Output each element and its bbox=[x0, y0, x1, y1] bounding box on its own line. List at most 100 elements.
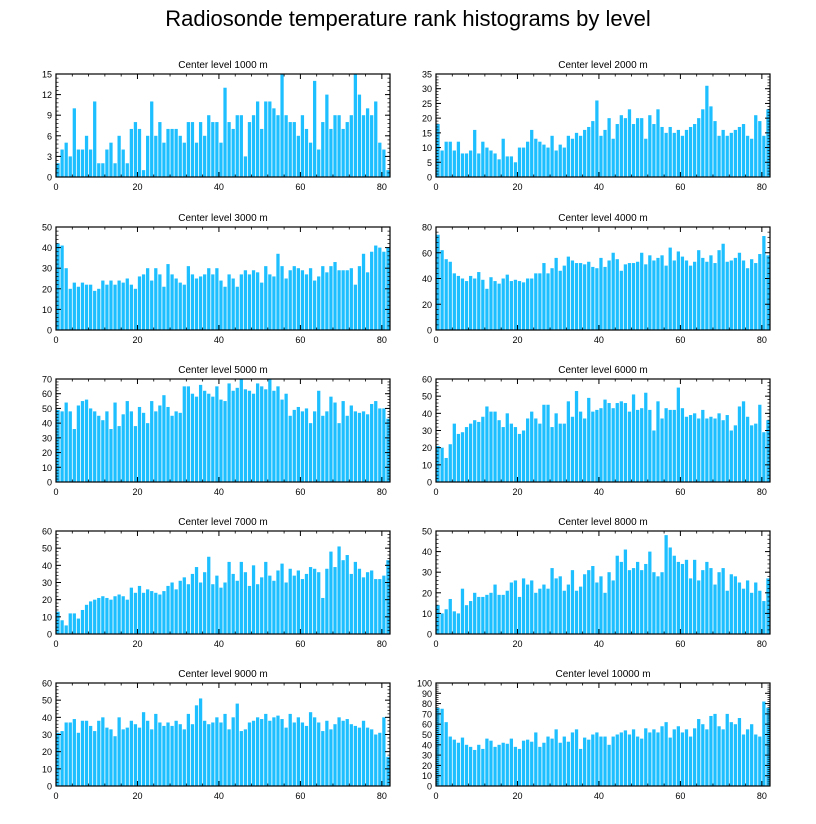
bar bbox=[117, 280, 121, 330]
bar bbox=[300, 411, 305, 482]
bar bbox=[599, 257, 603, 330]
bar bbox=[623, 264, 628, 330]
bar bbox=[456, 433, 461, 482]
bar bbox=[284, 582, 288, 634]
bar bbox=[656, 109, 660, 177]
bar bbox=[485, 147, 489, 177]
bar bbox=[349, 115, 353, 177]
bar bbox=[215, 268, 219, 330]
bar bbox=[741, 124, 746, 177]
bar bbox=[325, 568, 329, 634]
bar bbox=[684, 129, 689, 177]
bar bbox=[308, 712, 313, 786]
y-tick-label: 70 bbox=[42, 375, 52, 385]
bar bbox=[239, 115, 243, 177]
bar bbox=[260, 128, 264, 177]
bar bbox=[481, 141, 485, 177]
bar bbox=[378, 247, 382, 330]
bar bbox=[656, 401, 660, 482]
page-title: Radiosonde temperature rank histograms b… bbox=[165, 6, 651, 31]
bar bbox=[268, 274, 272, 330]
bar bbox=[247, 585, 252, 634]
x-tick-label: 60 bbox=[295, 639, 305, 649]
bar bbox=[570, 138, 575, 177]
x-tick-label: 0 bbox=[433, 791, 438, 801]
bar bbox=[660, 572, 664, 634]
bar bbox=[284, 393, 288, 482]
bar bbox=[676, 129, 680, 177]
bar bbox=[693, 261, 697, 330]
x-tick-label: 40 bbox=[594, 639, 604, 649]
bar bbox=[146, 720, 150, 786]
bar bbox=[631, 568, 636, 634]
bar bbox=[701, 109, 705, 177]
bar bbox=[509, 156, 513, 177]
bar bbox=[158, 594, 162, 634]
bar bbox=[693, 124, 697, 177]
bar bbox=[239, 379, 243, 482]
bar bbox=[684, 729, 689, 786]
bar bbox=[623, 730, 628, 786]
bar bbox=[76, 149, 81, 177]
bar bbox=[84, 284, 89, 330]
bar bbox=[542, 584, 546, 634]
y-tick-label: 40 bbox=[422, 409, 432, 419]
bar bbox=[758, 590, 762, 634]
bar bbox=[260, 577, 264, 634]
bar bbox=[448, 598, 452, 634]
bar bbox=[219, 399, 223, 482]
bar bbox=[701, 724, 705, 786]
bar bbox=[603, 592, 607, 634]
bar bbox=[361, 577, 366, 634]
x-tick-label: 0 bbox=[433, 487, 438, 497]
y-tick-label: 30 bbox=[422, 751, 432, 761]
x-tick-label: 40 bbox=[214, 791, 224, 801]
bar bbox=[623, 118, 628, 177]
bar bbox=[485, 288, 489, 330]
bar bbox=[750, 259, 754, 330]
y-tick-label: 0 bbox=[47, 782, 52, 792]
bar bbox=[464, 281, 469, 330]
bar bbox=[709, 255, 713, 330]
x-tick-label: 40 bbox=[594, 487, 604, 497]
bar bbox=[154, 411, 158, 482]
x-tick-label: 60 bbox=[295, 791, 305, 801]
bar bbox=[251, 565, 256, 634]
bar bbox=[292, 409, 296, 482]
x-tick-label: 0 bbox=[53, 182, 58, 192]
y-tick-label: 15 bbox=[42, 70, 52, 80]
bar bbox=[513, 279, 518, 330]
x-tick-label: 60 bbox=[675, 639, 685, 649]
bar bbox=[317, 722, 321, 786]
bar bbox=[668, 247, 672, 330]
bar bbox=[288, 713, 292, 786]
bar bbox=[227, 729, 231, 786]
bar bbox=[652, 729, 656, 786]
bar bbox=[530, 580, 534, 634]
panel-title: Center level 4000 m bbox=[558, 213, 648, 224]
bar bbox=[587, 570, 591, 634]
bar bbox=[93, 599, 97, 634]
bar bbox=[709, 715, 713, 786]
bar bbox=[272, 390, 276, 482]
bar bbox=[607, 744, 611, 786]
y-tick-label: 20 bbox=[42, 284, 52, 294]
bar bbox=[146, 589, 150, 634]
panel-4: Center level 4000 m 0 20 40 60 80 0 20 40 60 80 bbox=[422, 213, 771, 345]
x-tick-label: 40 bbox=[214, 639, 224, 649]
bar bbox=[211, 584, 215, 634]
bar bbox=[640, 738, 644, 786]
bar bbox=[382, 251, 386, 330]
bar bbox=[725, 261, 729, 330]
bar bbox=[308, 423, 313, 482]
bar bbox=[325, 94, 329, 177]
bar bbox=[644, 138, 648, 177]
bar bbox=[648, 115, 652, 177]
bar bbox=[121, 729, 125, 786]
bar bbox=[198, 122, 203, 177]
bar bbox=[56, 409, 60, 482]
bar bbox=[468, 423, 473, 482]
y-tick-label: 0 bbox=[47, 326, 52, 336]
bar bbox=[440, 708, 444, 786]
bar bbox=[717, 250, 721, 330]
